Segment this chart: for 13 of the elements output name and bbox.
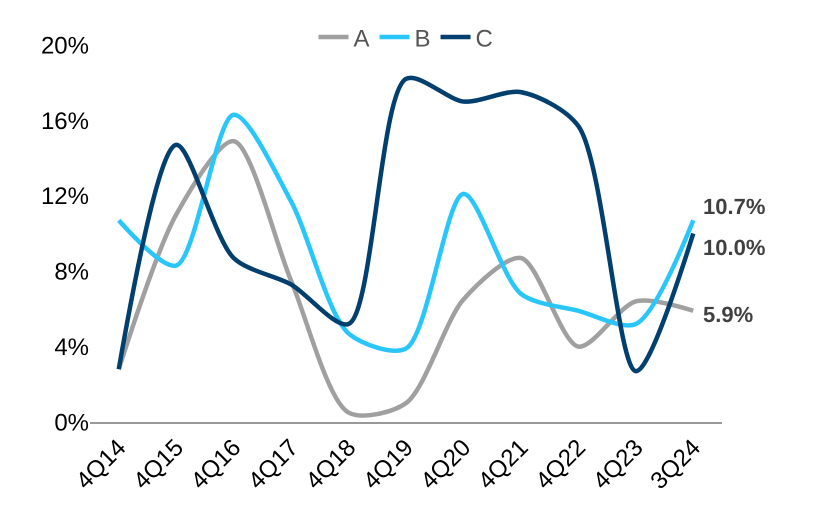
y-tick-label: 16% [40,108,89,135]
y-tick-label: 12% [40,183,89,210]
legend-label: A [354,25,370,52]
legend-label: B [414,25,431,52]
data-label: 10.7% [703,194,766,219]
y-tick-label: 8% [54,258,89,286]
legend-label: C [476,25,493,52]
y-tick-label: 0% [54,409,89,436]
y-tick-label: 4% [54,334,89,361]
y-tick-label: 20% [40,32,89,60]
data-label: 5.9% [703,302,754,327]
data-label: 10.0% [703,235,766,260]
line-series [116,76,696,374]
